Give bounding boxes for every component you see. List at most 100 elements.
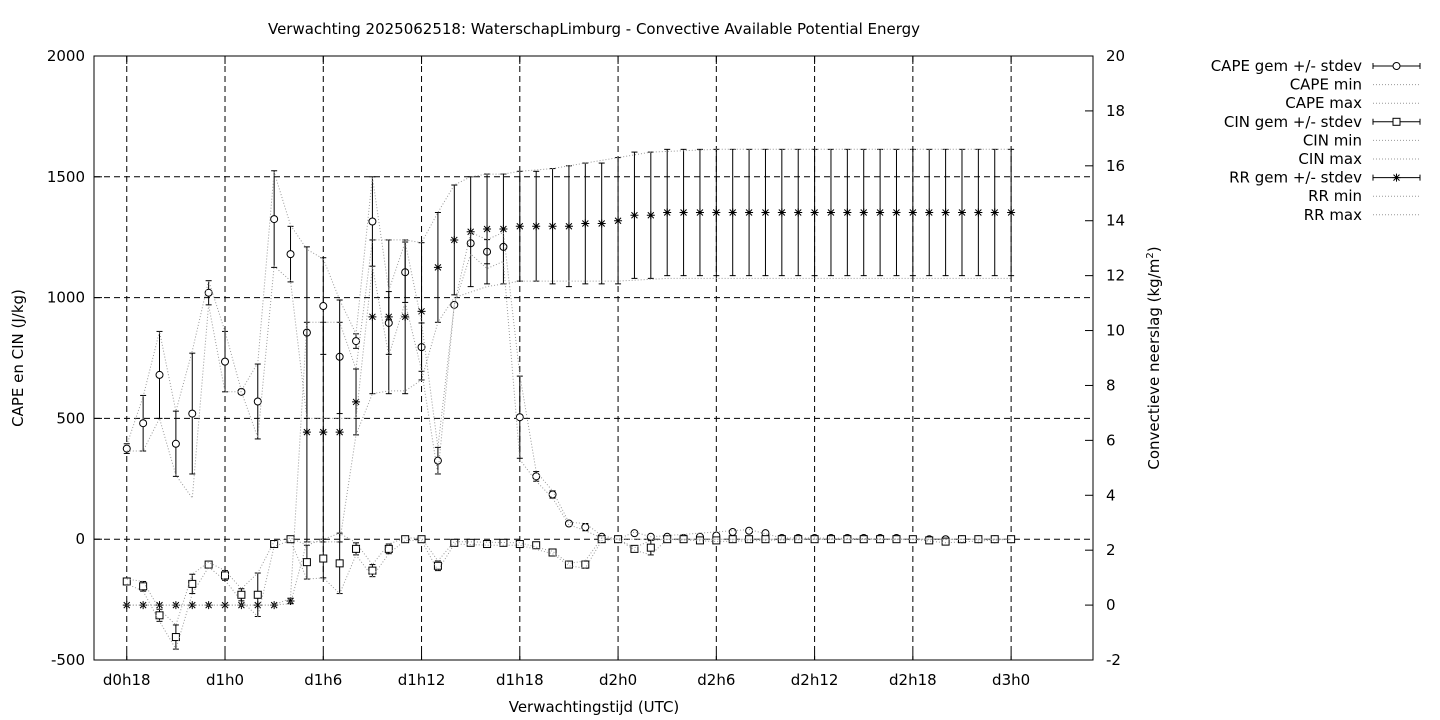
series-cin-gem-stdev xyxy=(122,532,1016,650)
star-marker xyxy=(614,216,623,225)
series-line xyxy=(126,277,1012,606)
series-line xyxy=(126,532,1012,626)
square-marker xyxy=(171,633,180,642)
y-right-tick-label: 16 xyxy=(1106,157,1125,175)
star-marker xyxy=(499,224,508,233)
circle-marker xyxy=(532,472,541,481)
star-marker xyxy=(597,219,606,228)
star-marker xyxy=(974,208,983,217)
star-marker xyxy=(564,222,573,231)
series-rr-max xyxy=(126,148,1012,606)
star-marker xyxy=(990,208,999,217)
square-marker xyxy=(466,538,475,547)
square-marker xyxy=(630,544,639,553)
square-marker xyxy=(614,535,623,544)
y-right-tick-label: 14 xyxy=(1106,212,1125,230)
series-rr-min xyxy=(126,277,1012,606)
star-marker xyxy=(122,601,131,610)
y-left-tick-label: -500 xyxy=(51,651,85,669)
circle-marker xyxy=(221,357,230,366)
square-marker xyxy=(548,548,557,557)
star-marker xyxy=(646,211,655,220)
y-right-tick-label: 8 xyxy=(1106,376,1116,394)
star-marker xyxy=(352,397,361,406)
circle-marker xyxy=(204,288,213,297)
legend-label: RR gem +/- stdev xyxy=(1229,169,1362,187)
square-marker xyxy=(515,540,524,549)
series-line xyxy=(126,148,1012,606)
y-right-tick-label: 10 xyxy=(1106,322,1125,340)
star-marker xyxy=(548,222,557,231)
star-marker xyxy=(826,208,835,217)
x-tick-label: d2h18 xyxy=(889,671,937,689)
series-cape-max xyxy=(126,171,1012,540)
square-marker xyxy=(433,561,442,570)
legend-entry: CAPE gem +/- stdev xyxy=(1211,57,1421,75)
x-tick-label: d3h0 xyxy=(992,671,1030,689)
square-marker xyxy=(155,611,164,620)
star-marker xyxy=(171,601,180,610)
star-marker xyxy=(892,208,901,217)
x-tick-label: d0h18 xyxy=(103,671,151,689)
star-marker xyxy=(581,219,590,228)
legend-entry: CAPE min xyxy=(1290,76,1420,94)
square-marker xyxy=(221,571,230,580)
circle-marker xyxy=(171,439,180,448)
square-marker xyxy=(646,543,655,552)
y-axis-left-label: CAPE en CIN (J/kg) xyxy=(9,289,27,427)
circle-marker xyxy=(368,217,377,226)
grid-lines xyxy=(94,56,1093,660)
star-marker xyxy=(335,428,344,437)
legend-label: CIN max xyxy=(1298,150,1362,168)
star-marker xyxy=(843,208,852,217)
series-cin-min xyxy=(126,538,1012,651)
star-marker xyxy=(728,208,737,217)
square-marker xyxy=(286,535,295,544)
y-right-tick-label: -2 xyxy=(1106,651,1121,669)
square-marker xyxy=(401,535,410,544)
star-marker xyxy=(401,312,410,321)
legend-label: CIN min xyxy=(1303,131,1362,149)
star-marker xyxy=(794,208,803,217)
y-left-tick-label: 500 xyxy=(56,409,85,427)
star-marker xyxy=(532,222,541,231)
square-marker xyxy=(712,536,721,545)
square-marker xyxy=(270,540,279,549)
star-marker xyxy=(319,428,328,437)
star-marker xyxy=(221,601,230,610)
square-marker xyxy=(597,535,606,544)
x-tick-label: d1h18 xyxy=(496,671,544,689)
star-marker xyxy=(433,263,442,272)
y-left-tick-label: 0 xyxy=(75,530,85,548)
legend-label: CAPE max xyxy=(1285,94,1362,112)
circle-marker xyxy=(286,250,295,259)
y-left-tick-label: 1500 xyxy=(47,168,85,186)
square-marker xyxy=(319,554,328,563)
legend-entry: RR min xyxy=(1308,187,1420,205)
star-marker xyxy=(466,227,475,236)
circle-marker xyxy=(630,529,639,538)
circle-marker xyxy=(188,409,197,418)
legend-label: RR max xyxy=(1304,206,1362,224)
circle-marker xyxy=(122,444,131,453)
star-marker xyxy=(253,601,262,610)
square-marker xyxy=(564,560,573,569)
y-axis-right-label-close: ) xyxy=(1145,246,1163,252)
square-marker xyxy=(581,560,590,569)
y-left-tick-label: 2000 xyxy=(47,47,85,65)
circle-marker xyxy=(139,419,148,428)
star-marker xyxy=(712,208,721,217)
legend-entry: CIN max xyxy=(1298,150,1420,168)
square-marker xyxy=(925,536,934,545)
star-marker xyxy=(663,208,672,217)
square-marker xyxy=(417,535,426,544)
circle-marker xyxy=(745,526,754,535)
series-cape-min xyxy=(126,253,1012,540)
circle-marker xyxy=(1392,62,1401,70)
star-marker xyxy=(450,235,459,244)
square-marker xyxy=(122,577,131,586)
star-marker xyxy=(188,601,197,610)
series-line xyxy=(126,538,1012,651)
series-layer xyxy=(122,148,1016,651)
